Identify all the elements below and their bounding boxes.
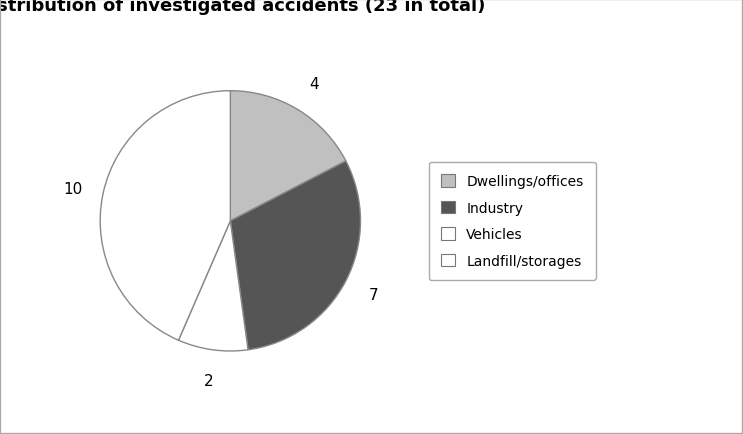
Text: 4: 4 xyxy=(309,77,319,92)
Legend: Dwellings/offices, Industry, Vehicles, Landfill/storages: Dwellings/offices, Industry, Vehicles, L… xyxy=(429,162,596,280)
Wedge shape xyxy=(178,221,248,351)
Wedge shape xyxy=(230,161,360,350)
Wedge shape xyxy=(100,92,230,340)
Title: Distribution of investigated accidents (23 in total): Distribution of investigated accidents (… xyxy=(0,0,485,15)
Text: 2: 2 xyxy=(204,373,213,388)
Text: 10: 10 xyxy=(63,181,82,196)
Text: 7: 7 xyxy=(369,288,378,302)
Wedge shape xyxy=(230,92,346,221)
